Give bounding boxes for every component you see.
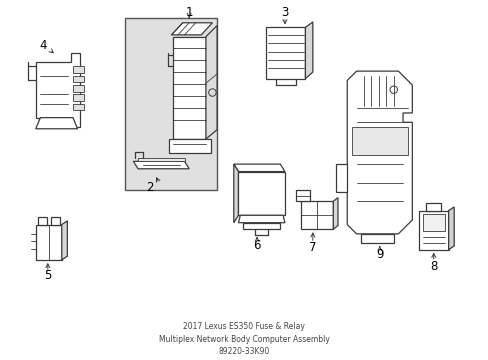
Text: 2017 Lexus ES350 Fuse & Relay
Multiplex Network Body Computer Assembly
89220-33K: 2017 Lexus ES350 Fuse & Relay Multiplex … — [158, 322, 329, 356]
Text: 1: 1 — [185, 6, 193, 19]
Polygon shape — [61, 221, 67, 260]
Polygon shape — [133, 161, 189, 169]
Polygon shape — [36, 225, 61, 260]
Text: 3: 3 — [281, 6, 288, 19]
Polygon shape — [300, 201, 333, 229]
Polygon shape — [171, 23, 212, 35]
Polygon shape — [351, 127, 407, 155]
Bar — [422, 214, 444, 231]
Text: 5: 5 — [44, 269, 51, 282]
Bar — [73, 76, 84, 82]
Polygon shape — [305, 22, 312, 78]
Text: 8: 8 — [429, 260, 437, 273]
Polygon shape — [233, 164, 238, 223]
Polygon shape — [205, 26, 217, 139]
Text: 4: 4 — [40, 39, 47, 51]
Bar — [73, 85, 84, 91]
Polygon shape — [266, 27, 305, 78]
Polygon shape — [426, 203, 440, 211]
Bar — [73, 67, 84, 73]
Polygon shape — [138, 158, 184, 161]
Text: 9: 9 — [375, 248, 383, 261]
Polygon shape — [233, 164, 285, 172]
Polygon shape — [418, 211, 447, 250]
Polygon shape — [173, 37, 205, 139]
Text: 7: 7 — [308, 241, 316, 254]
Polygon shape — [447, 207, 453, 250]
Polygon shape — [38, 217, 47, 225]
Polygon shape — [238, 172, 285, 215]
Polygon shape — [335, 164, 346, 192]
Polygon shape — [36, 118, 78, 129]
Polygon shape — [168, 139, 210, 153]
Polygon shape — [50, 217, 60, 225]
Polygon shape — [238, 215, 285, 223]
Polygon shape — [361, 234, 393, 243]
Polygon shape — [296, 190, 309, 201]
Polygon shape — [333, 198, 337, 229]
Polygon shape — [243, 223, 280, 229]
Bar — [73, 94, 84, 101]
Text: 6: 6 — [253, 239, 260, 252]
Text: 2: 2 — [146, 181, 154, 194]
Bar — [125, 18, 217, 190]
Polygon shape — [346, 71, 411, 234]
Polygon shape — [36, 53, 80, 127]
Bar — [73, 104, 84, 110]
